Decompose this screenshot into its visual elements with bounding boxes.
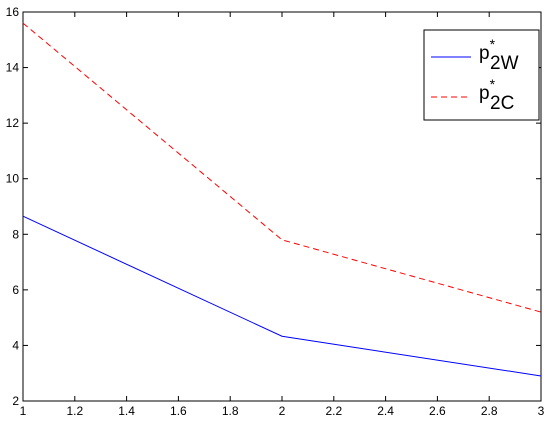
legend-label: p* 2W <box>479 36 519 74</box>
x-tick-label: 3 <box>538 404 545 418</box>
y-tick-label: 12 <box>6 116 20 130</box>
y-tick-label: 2 <box>12 394 19 408</box>
legend-superscript: * <box>490 36 496 52</box>
legend-label: p* 2C <box>479 76 514 114</box>
y-tick-label: 6 <box>12 283 19 297</box>
x-tick-label: 2.6 <box>429 404 446 418</box>
legend-subscript: 2W <box>490 53 519 74</box>
x-tick-label: 1.2 <box>66 404 83 418</box>
legend-name: p <box>479 43 490 64</box>
legend-name: p <box>479 83 490 104</box>
y-tick-label: 16 <box>6 5 20 19</box>
x-tick-label: 1 <box>20 404 27 418</box>
x-tick-label: 2.4 <box>377 404 394 418</box>
y-tick-label: 10 <box>6 172 20 186</box>
legend-box <box>423 29 540 121</box>
x-tick-label: 2.8 <box>481 404 498 418</box>
y-tick-label: 8 <box>12 227 19 241</box>
x-tick-label: 2.2 <box>325 404 342 418</box>
series-line <box>22 22 542 313</box>
y-tick-label: 4 <box>12 338 19 352</box>
legend-subscript: 2C <box>490 93 514 114</box>
series-line <box>22 215 542 377</box>
y-tick-label: 14 <box>6 61 20 75</box>
legend-superscript: * <box>490 76 496 92</box>
x-tick-label: 1.8 <box>222 404 239 418</box>
x-tick-label: 1.6 <box>170 404 187 418</box>
x-tick-label: 1.4 <box>118 404 135 418</box>
x-tick-label: 2 <box>279 404 286 418</box>
